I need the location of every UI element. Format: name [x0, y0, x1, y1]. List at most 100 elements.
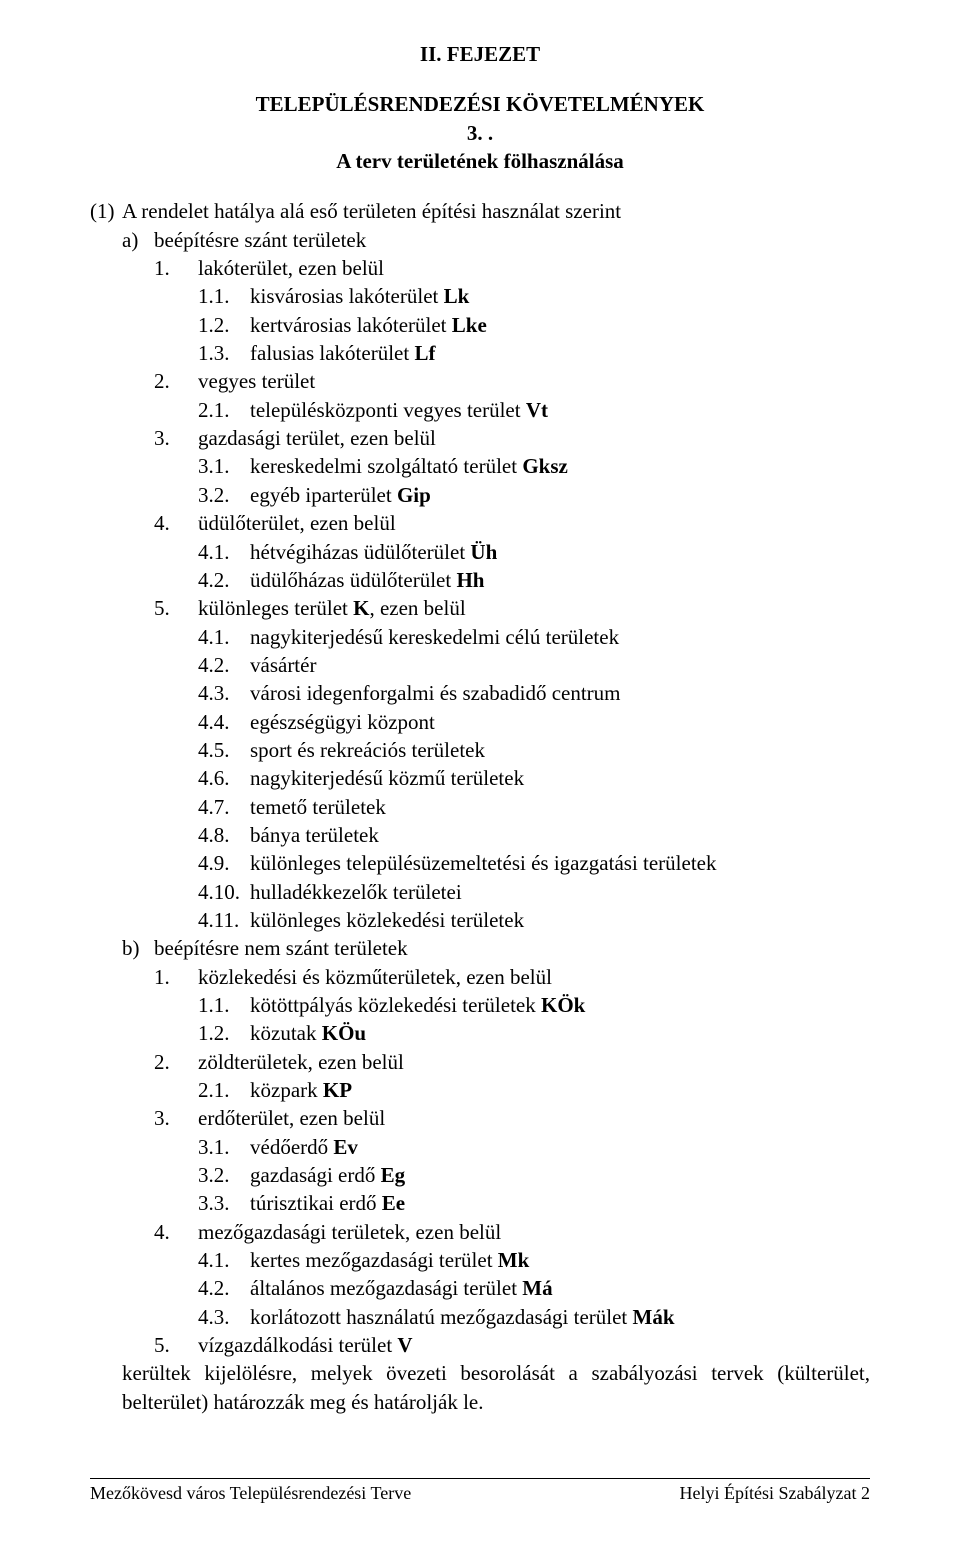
item-a-5-10-marker: 4.10.	[198, 878, 250, 906]
item-b-1-text: közlekedési és közműterületek, ezen belü…	[198, 963, 870, 991]
code: Ev	[333, 1135, 358, 1159]
item-a-5-4: 4.4. egészségügyi központ	[198, 708, 870, 736]
item-b-4-3: 4.3. korlátozott használatú mezőgazdaság…	[198, 1303, 870, 1331]
code: Má	[522, 1276, 552, 1300]
item-b-4-marker: 4.	[154, 1218, 198, 1331]
code: Lk	[444, 284, 470, 308]
item-b-4-content: mezőgazdasági területek, ezen belül 4.1.…	[198, 1218, 870, 1331]
item-b-1: 1. közlekedési és közműterületek, ezen b…	[154, 963, 870, 1048]
heading-1: TELEPÜLÉSRENDEZÉSI KÖVETELMÉNYEK	[90, 90, 870, 118]
item-a-4: 4. üdülőterület, ezen belül 4.1. hétvégi…	[154, 509, 870, 594]
item-a-1-2-marker: 1.2.	[198, 311, 250, 339]
item-b-2: 2. zöldterületek, ezen belül 2.1. közpar…	[154, 1048, 870, 1105]
item-a-2-1: 2.1. településközponti vegyes terület Vt	[198, 396, 870, 424]
item-a-5-6: 4.6. nagykiterjedésű közmű területek	[198, 764, 870, 792]
text: falusias lakóterület	[250, 341, 414, 365]
item-a-1-1: 1.1. kisvárosias lakóterület Lk	[198, 282, 870, 310]
item-a-3-marker: 3.	[154, 424, 198, 509]
item-b-2-text: zöldterületek, ezen belül	[198, 1048, 870, 1076]
item-b-5: 5. vízgazdálkodási terület V	[154, 1331, 870, 1359]
item-a-5-5-marker: 4.5.	[198, 736, 250, 764]
item-b-4-1: 4.1. kertes mezőgazdasági terület Mk	[198, 1246, 870, 1274]
code: KÖu	[322, 1021, 366, 1045]
item-a-1-2-text: kertvárosias lakóterület Lke	[250, 311, 870, 339]
text: kereskedelmi szolgáltató terület	[250, 454, 522, 478]
item-a-3-1-marker: 3.1.	[198, 452, 250, 480]
item-a-3-2-text: egyéb iparterület Gip	[250, 481, 870, 509]
item-a-5-10-text: hulladékkezelők területei	[250, 878, 870, 906]
page-footer: Mezőkövesd város Településrendezési Terv…	[90, 1478, 870, 1505]
item-a-3-2: 3.2. egyéb iparterület Gip	[198, 481, 870, 509]
item-b-3-1-text: védőerdő Ev	[250, 1133, 870, 1161]
item-a-5-3-text: városi idegenforgalmi és szabadidő centr…	[250, 679, 870, 707]
paragraph-1: (1) A rendelet hatálya alá eső területen…	[90, 197, 870, 1416]
item-a-5-1-text: nagykiterjedésű kereskedelmi célú terüle…	[250, 623, 870, 651]
item-b-3-2: 3.2. gazdasági erdő Eg	[198, 1161, 870, 1189]
item-a-4-marker: 4.	[154, 509, 198, 594]
item-a-5-text: különleges terület K, ezen belül	[198, 594, 870, 622]
code: Gksz	[522, 454, 568, 478]
item-a-marker: a)	[122, 226, 154, 935]
text: üdülőházas üdülőterület	[250, 568, 456, 592]
item-a-5-11: 4.11. különleges közlekedési területek	[198, 906, 870, 934]
item-a-5-2-marker: 4.2.	[198, 651, 250, 679]
item-a-5-8: 4.8. bánya területek	[198, 821, 870, 849]
item-b-1-content: közlekedési és közműterületek, ezen belü…	[198, 963, 870, 1048]
footer-left: Mezőkövesd város Településrendezési Terv…	[90, 1481, 411, 1505]
code: K	[353, 596, 369, 620]
item-a-1-text: lakóterület, ezen belül	[198, 254, 870, 282]
text: korlátozott használatú mezőgazdasági ter…	[250, 1305, 633, 1329]
item-b-3-2-marker: 3.2.	[198, 1161, 250, 1189]
item-a-text: beépítésre szánt területek	[154, 226, 870, 254]
para-1-content: A rendelet hatálya alá eső területen épí…	[122, 197, 870, 1416]
item-a-2-1-text: településközponti vegyes terület Vt	[250, 396, 870, 424]
code: Lke	[452, 313, 487, 337]
item-a-1-3-marker: 1.3.	[198, 339, 250, 367]
item-a-4-text: üdülőterület, ezen belül	[198, 509, 870, 537]
text: kertes mezőgazdasági terület	[250, 1248, 498, 1272]
item-a-4-content: üdülőterület, ezen belül 4.1. hétvégiház…	[198, 509, 870, 594]
item-a-4-2-text: üdülőházas üdülőterület Hh	[250, 566, 870, 594]
text: közpark	[250, 1078, 323, 1102]
heading-3: A terv területének fölhasználása	[90, 147, 870, 175]
item-b-4-3-text: korlátozott használatú mezőgazdasági ter…	[250, 1303, 870, 1331]
item-b-1-2-marker: 1.2.	[198, 1019, 250, 1047]
item-a-5-6-text: nagykiterjedésű közmű területek	[250, 764, 870, 792]
item-a-2-text: vegyes terület	[198, 367, 870, 395]
text-post: , ezen belül	[369, 596, 465, 620]
item-a-3-content: gazdasági terület, ezen belül 3.1. keres…	[198, 424, 870, 509]
text-pre: különleges terület	[198, 596, 353, 620]
text-pre: vízgazdálkodási terület	[198, 1333, 397, 1357]
item-a-2: 2. vegyes terület 2.1. településközponti…	[154, 367, 870, 424]
code: Vt	[526, 398, 548, 422]
para-1-marker: (1)	[90, 197, 122, 1416]
text: általános mezőgazdasági terület	[250, 1276, 522, 1300]
item-b-3-1: 3.1. védőerdő Ev	[198, 1133, 870, 1161]
text: védőerdő	[250, 1135, 333, 1159]
item-a-1: 1. lakóterület, ezen belül 1.1. kisváros…	[154, 254, 870, 367]
item-b-2-1-text: közpark KP	[250, 1076, 870, 1104]
footer-right: Helyi Építési Szabályzat 2	[680, 1481, 870, 1505]
item-b-3-marker: 3.	[154, 1104, 198, 1217]
item-a-1-2: 1.2. kertvárosias lakóterület Lke	[198, 311, 870, 339]
item-b-3-3-marker: 3.3.	[198, 1189, 250, 1217]
item-a-1-content: lakóterület, ezen belül 1.1. kisvárosias…	[198, 254, 870, 367]
text: gazdasági erdő	[250, 1163, 381, 1187]
item-a-4-1: 4.1. hétvégiházas üdülőterület Üh	[198, 538, 870, 566]
item-a-4-1-text: hétvégiházas üdülőterület Üh	[250, 538, 870, 566]
item-a-5-8-marker: 4.8.	[198, 821, 250, 849]
item-b-5-text: vízgazdálkodási terület V	[198, 1331, 870, 1359]
item-a-5-1-marker: 4.1.	[198, 623, 250, 651]
item-a-4-1-marker: 4.1.	[198, 538, 250, 566]
item-b-2-1-marker: 2.1.	[198, 1076, 250, 1104]
item-a-5-11-marker: 4.11.	[198, 906, 250, 934]
item-a-1-1-text: kisvárosias lakóterület Lk	[250, 282, 870, 310]
item-a: a) beépítésre szánt területek 1. lakóter…	[122, 226, 870, 935]
item-b-1-1-text: kötöttpályás közlekedési területek KÖk	[250, 991, 870, 1019]
item-b-2-content: zöldterületek, ezen belül 2.1. közpark K…	[198, 1048, 870, 1105]
item-b: b) beépítésre nem szánt területek 1. köz…	[122, 934, 870, 1359]
item-a-1-3-text: falusias lakóterület Lf	[250, 339, 870, 367]
code: Lf	[414, 341, 435, 365]
item-b-3-1-marker: 3.1.	[198, 1133, 250, 1161]
item-b-1-2: 1.2. közutak KÖu	[198, 1019, 870, 1047]
